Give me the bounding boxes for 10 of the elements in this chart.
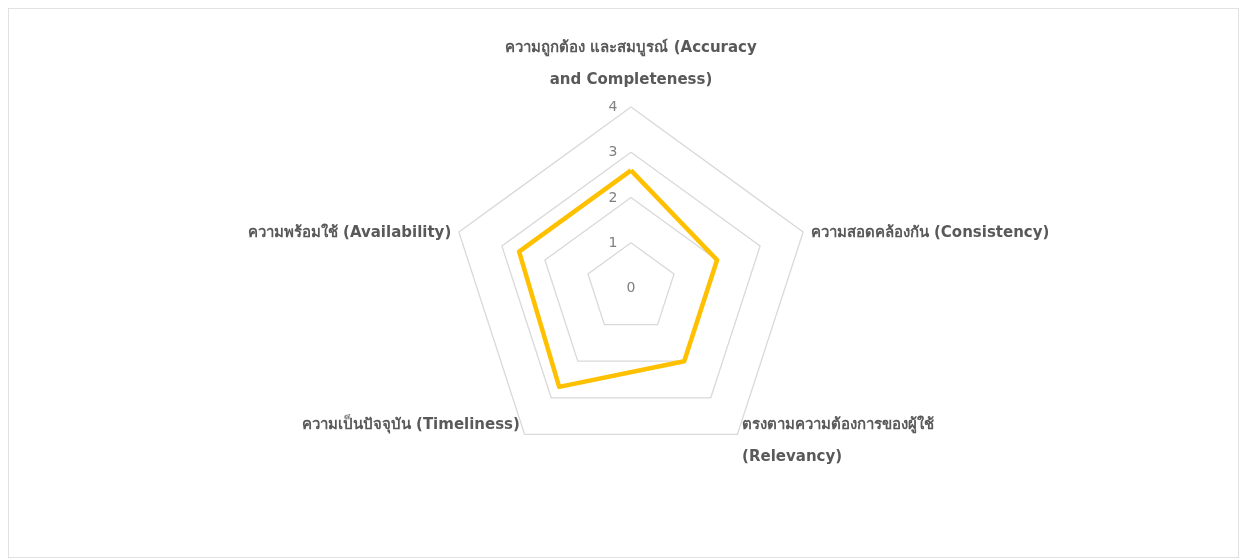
spoke-label: ความพร้อมใช้ (Availability) <box>247 223 452 242</box>
y-tick-label: 4 <box>608 98 618 114</box>
spoke-label: ความสอดคล้องกัน (Consistency) <box>810 223 1050 242</box>
spoke-label: ตรงตามความต้องการของผู้ใช้ (Relevancy) <box>742 415 935 466</box>
spoke-label: ความถูกต้อง และสมบูรณ์ (Accuracy and Completeness) <box>505 38 757 88</box>
y-tick-label: 0 <box>626 279 636 295</box>
y-tick-label: 3 <box>608 143 618 160</box>
y-tick-label: 1 <box>608 233 618 250</box>
spoke-label: ความเป็นปัจจุบัน (Timeliness) <box>301 414 520 435</box>
y-tick-label: 2 <box>608 188 618 205</box>
